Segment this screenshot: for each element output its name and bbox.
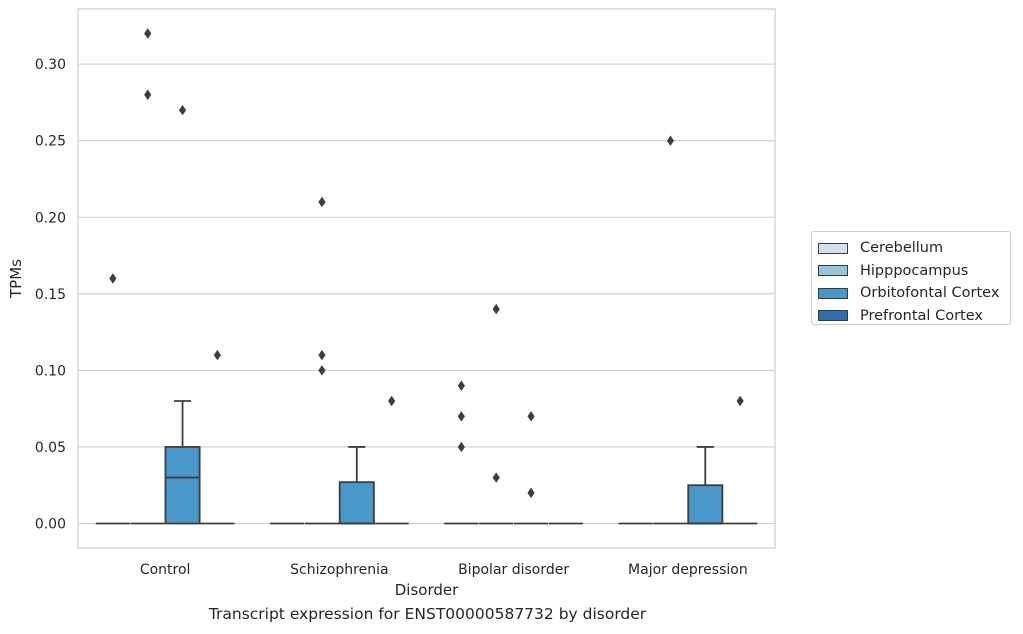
legend-item-prefrontal-cortex: Prefrontal Cortex xyxy=(818,305,1010,328)
legend-item-orbitofrontal-cortex: Orbitofontal Cortex xyxy=(818,282,1010,305)
box xyxy=(164,446,201,525)
x-tick-label: Schizophrenia xyxy=(290,562,388,578)
legend-item-cerebellum: Cerebellum xyxy=(818,237,1010,260)
y-axis-label: TPMs xyxy=(7,259,25,299)
outlier-point xyxy=(492,303,500,315)
outlier-point xyxy=(318,196,326,208)
legend-label: Hipppocampus xyxy=(860,262,969,279)
x-tick-label: Major depression xyxy=(628,562,748,578)
outlier-point xyxy=(318,365,326,376)
outliers xyxy=(109,28,744,499)
outlier-point xyxy=(492,472,500,483)
outlier-point xyxy=(527,487,535,499)
plot-area-frame xyxy=(77,8,776,549)
x-tick-label: Control xyxy=(140,562,191,578)
y-tick-label: 0.10 xyxy=(35,363,66,379)
legend-label: Cerebellum xyxy=(860,240,944,257)
y-tick-label: 0.20 xyxy=(35,210,66,226)
outlier-point xyxy=(318,349,326,361)
legend-item-hippocampus: Hipppocampus xyxy=(818,260,1010,283)
outlier-point xyxy=(457,411,465,422)
outlier-point xyxy=(666,135,675,146)
y-tick-label: 0.15 xyxy=(35,287,66,303)
outlier-point xyxy=(144,28,152,39)
outlier-point xyxy=(457,380,465,391)
outlier-point xyxy=(388,395,396,407)
legend-swatch-prefrontal-cortex xyxy=(818,310,848,322)
outlier-point xyxy=(527,411,535,422)
legend: Cerebellum Hipppocampus Orbitofontal Cor… xyxy=(811,231,1011,325)
y-tick-label: 0.30 xyxy=(35,57,66,73)
outlier-point xyxy=(736,395,744,407)
outlier-point xyxy=(144,89,152,100)
outlier-point xyxy=(457,441,465,453)
y-tick-label: 0.05 xyxy=(35,440,66,456)
chart-caption: Transcript expression for ENST0000058773… xyxy=(208,605,647,623)
box xyxy=(687,484,724,525)
outlier-point xyxy=(109,273,117,284)
legend-swatch-cerebellum xyxy=(818,242,848,254)
legend-swatch-hippocampus xyxy=(818,265,848,277)
legend-label: Orbitofontal Cortex xyxy=(860,285,1000,302)
box xyxy=(338,481,375,525)
x-tick-labels: Control Schizophrenia Bipolar disorder Majo… xyxy=(140,562,748,578)
x-tick-label: Bipolar disorder xyxy=(458,562,569,578)
y-tick-labels: 0.00 0.05 0.10 0.15 0.20 0.25 0.30 xyxy=(35,57,66,532)
legend-label: Prefrontal Cortex xyxy=(860,307,983,324)
outlier-point xyxy=(178,104,187,116)
legend-swatch-orbitofrontal-cortex xyxy=(818,287,848,299)
x-axis-label: Disorder xyxy=(395,581,459,599)
outlier-point xyxy=(213,349,221,361)
y-tick-label: 0.25 xyxy=(35,134,66,150)
y-tick-label: 0.00 xyxy=(35,517,66,533)
boxes xyxy=(95,400,758,525)
